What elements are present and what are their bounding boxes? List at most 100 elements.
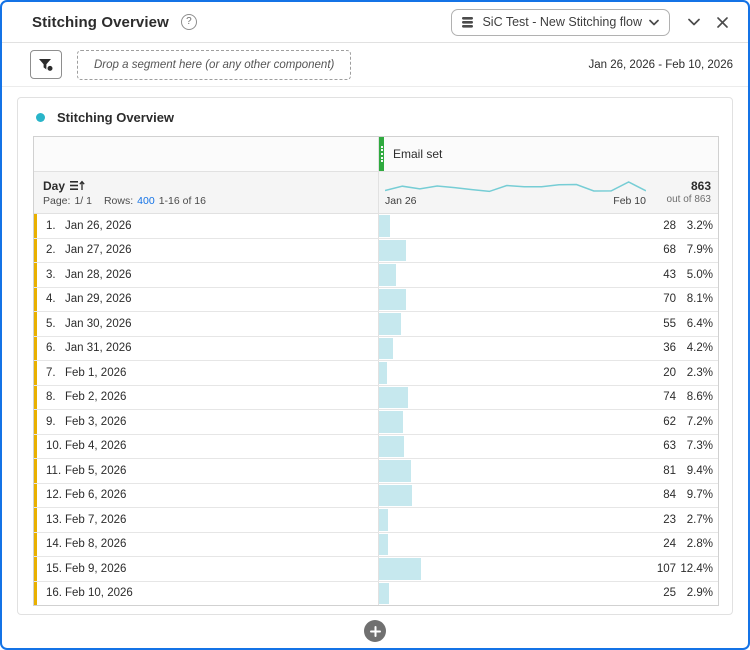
dimension-color-stripe [34,557,37,581]
table-row[interactable]: 16. Feb 10, 2026 25 2.9% [34,581,718,606]
spark-end-label: Feb 10 [613,195,646,207]
sort-icon[interactable] [70,180,85,191]
row-number: 5. [46,317,56,330]
dimension-color-stripe [34,459,37,483]
column-label: Email set [393,147,443,161]
dimension-value-cell[interactable]: 7. Feb 1, 2026 [34,361,379,385]
help-icon[interactable]: ? [180,14,197,30]
table-row[interactable]: 12. Feb 6, 2026 84 9.7% [34,483,718,508]
table-row[interactable]: 10. Feb 4, 2026 63 7.3% [34,434,718,459]
metric-value-cell[interactable]: 55 6.4% [379,312,718,336]
sparkline-area: Jan 26 Feb 10 [379,176,652,209]
column-drag-handle[interactable] [379,137,384,171]
row-value: 28 [663,219,676,232]
table-row[interactable]: 5. Jan 30, 2026 55 6.4% [34,312,718,337]
dimension-color-stripe [34,508,37,532]
metric-value-cell[interactable]: 43 5.0% [379,263,718,287]
row-value: 62 [663,415,676,428]
table-row[interactable]: 9. Feb 3, 2026 62 7.2% [34,410,718,435]
dimension-value-cell[interactable]: 12. Feb 6, 2026 [34,483,379,507]
date-range[interactable]: Jan 26, 2026 - Feb 10, 2026 [588,58,734,71]
dimension-value-cell[interactable]: 8. Feb 2, 2026 [34,385,379,409]
table-row[interactable]: 2. Jan 27, 2026 68 7.9% [34,238,718,263]
dimension-value-cell[interactable]: 14. Feb 8, 2026 [34,532,379,556]
row-date: Jan 28, 2026 [65,268,132,281]
row-date: Feb 2, 2026 [65,391,127,404]
table-row[interactable]: 15. Feb 9, 2026 107 12.4% [34,557,718,582]
dimension-value-cell[interactable]: 3. Jan 28, 2026 [34,263,379,287]
row-percent: 9.4% [686,464,713,477]
dimension-value-cell[interactable]: 5. Jan 30, 2026 [34,312,379,336]
dimension-value-cell[interactable]: 16. Feb 10, 2026 [34,581,379,605]
rows-per-page-link[interactable]: 400 [137,194,155,207]
collapse-button[interactable] [682,10,706,34]
table-row[interactable]: 3. Jan 28, 2026 43 5.0% [34,263,718,288]
dimension-value-cell[interactable]: 15. Feb 9, 2026 [34,557,379,581]
row-value: 70 [663,293,676,306]
segment-filter-button[interactable] [30,50,62,79]
row-percent: 8.1% [686,293,713,306]
close-button[interactable] [710,10,734,34]
table-row[interactable]: 14. Feb 8, 2026 24 2.8% [34,532,718,557]
dimension-value-cell[interactable]: 6. Jan 31, 2026 [34,336,379,360]
table-row[interactable]: 6. Jan 31, 2026 36 4.2% [34,336,718,361]
metric-value-cell[interactable]: 84 9.7% [379,484,718,508]
row-value: 55 [663,317,676,330]
metric-value-cell[interactable]: 24 2.8% [379,533,718,557]
dimension-value-cell[interactable]: 11. Feb 5, 2026 [34,459,379,483]
freeform-table-card: Stitching Overview Email set Day [17,97,733,615]
dimension-cell: Day Page: 1/ 1 Row [34,172,379,213]
dimension-value-cell[interactable]: 2. Jan 27, 2026 [34,238,379,262]
dimension-color-stripe [34,532,37,556]
value-bar [379,435,404,457]
page-value: 1/ 1 [74,194,92,207]
segment-toolbar: Drop a segment here (or any other compon… [2,43,748,87]
rows-range: 1-16 of 16 [158,194,206,207]
metric-value-cell[interactable]: 20 2.3% [379,361,718,385]
rows-label: Rows: [103,194,134,207]
dimension-value-cell[interactable]: 4. Jan 29, 2026 [34,287,379,311]
row-percent: 2.9% [686,587,713,600]
row-value: 84 [663,489,676,502]
metric-value-cell[interactable]: 25 2.9% [379,582,718,606]
row-number: 9. [46,415,56,428]
metric-value-cell[interactable]: 81 9.4% [379,459,718,483]
table-row[interactable]: 7. Feb 1, 2026 20 2.3% [34,361,718,386]
table-row[interactable]: 4. Jan 29, 2026 70 8.1% [34,287,718,312]
dimension-color-stripe [34,434,37,458]
dimension-value-cell[interactable]: 13. Feb 7, 2026 [34,508,379,532]
row-percent: 9.7% [686,489,713,502]
metric-value-cell[interactable]: 74 8.6% [379,386,718,410]
table-row[interactable]: 13. Feb 7, 2026 23 2.7% [34,508,718,533]
metric-value-cell[interactable]: 36 4.2% [379,337,718,361]
column-header-email-set[interactable]: Email set [379,137,718,171]
row-value: 63 [663,440,676,453]
dimension-header[interactable]: Day [43,178,66,193]
table-row[interactable]: 11. Feb 5, 2026 81 9.4% [34,459,718,484]
dimension-value-cell[interactable]: 1. Jan 26, 2026 [34,214,379,238]
metric-value-cell[interactable]: 107 12.4% [379,557,718,581]
total-out-of: out of 863 [666,193,711,205]
summary-cell: Jan 26 Feb 10 863 out of 863 [379,172,718,213]
value-bar [379,386,409,408]
metric-value-cell[interactable]: 62 7.2% [379,410,718,434]
table-row[interactable]: 8. Feb 2, 2026 74 8.6% [34,385,718,410]
dimension-color-stripe [34,361,37,385]
row-date: Jan 26, 2026 [65,219,132,232]
row-value: 36 [663,342,676,355]
metric-value-cell[interactable]: 70 8.1% [379,288,718,312]
freeform-table: Email set Day [33,136,719,606]
dimension-value-cell[interactable]: 9. Feb 3, 2026 [34,410,379,434]
add-panel-button[interactable] [364,620,386,642]
metric-value-cell[interactable]: 63 7.3% [379,435,718,459]
dimension-value-cell[interactable]: 10. Feb 4, 2026 [34,434,379,458]
value-bar [379,288,407,310]
dataview-selector[interactable]: SiC Test - New Stitching flow [451,8,670,36]
metric-value-cell[interactable]: 28 3.2% [379,214,718,238]
dataview-label: SiC Test - New Stitching flow [482,15,642,29]
table-row[interactable]: 1. Jan 26, 2026 28 3.2% [34,214,718,239]
row-value: 25 [663,587,676,600]
metric-value-cell[interactable]: 23 2.7% [379,508,718,532]
metric-value-cell[interactable]: 68 7.9% [379,239,718,263]
segment-drop-zone[interactable]: Drop a segment here (or any other compon… [77,49,352,80]
